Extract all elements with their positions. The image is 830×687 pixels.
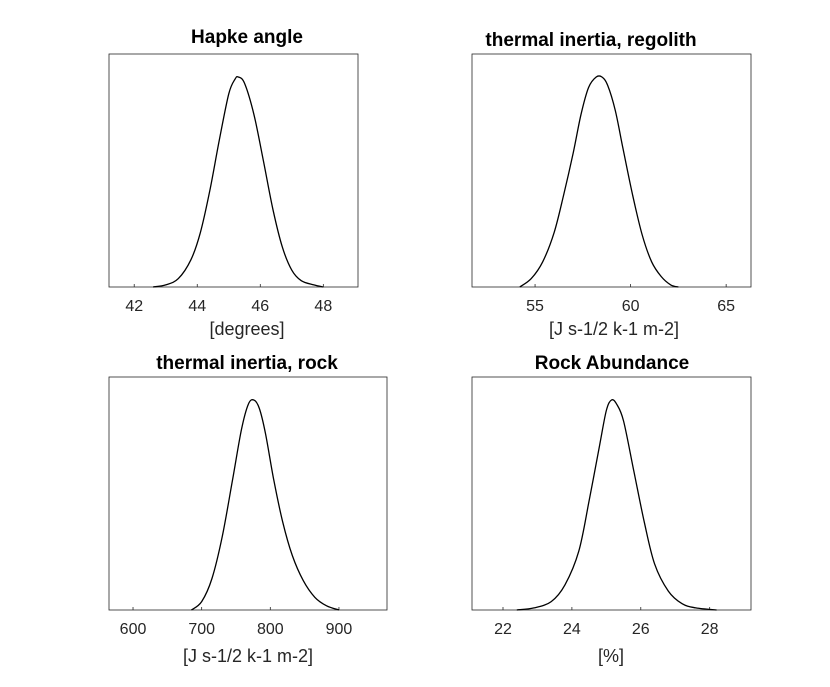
x-ticks: 55 60 65 <box>526 284 735 315</box>
x-axis-label: [J s-1/2 k-1 m-2] <box>183 646 313 666</box>
density-curve <box>153 75 324 288</box>
plot-frame <box>108 53 359 288</box>
x-tick-label: 60 <box>622 298 640 315</box>
panel-rock-abundance: Rock Abundance 22 24 26 28 [%] <box>471 353 752 666</box>
plot-frame <box>108 376 388 611</box>
plot-frame <box>471 376 752 611</box>
x-tick-label: 48 <box>314 298 332 315</box>
chart-title: thermal inertia, regolith <box>485 30 696 51</box>
panel-thermal-inertia-regolith: thermal inertia, regolith 55 60 65 [J s-1/… <box>471 30 752 339</box>
chart-title: Rock Abundance <box>535 353 690 374</box>
x-tick-label: 46 <box>251 298 269 315</box>
x-tick-label: 55 <box>526 298 544 315</box>
density-curve <box>190 399 340 611</box>
x-axis-label: [%] <box>598 646 624 666</box>
x-tick-label: 26 <box>632 621 650 638</box>
x-tick-label: 65 <box>717 298 735 315</box>
density-curve <box>519 75 679 288</box>
x-axis-label: [J s-1/2 k-1 m-2] <box>549 319 679 339</box>
density-curve <box>516 399 717 611</box>
x-tick-label: 700 <box>188 621 215 638</box>
chart-title: Hapke angle <box>191 27 303 48</box>
x-tick-label: 22 <box>494 621 512 638</box>
plot-frame <box>471 53 752 288</box>
x-ticks: 42 44 46 48 <box>125 284 332 315</box>
panel-thermal-inertia-rock: thermal inertia, rock 600 700 800 900 [J s-… <box>108 353 388 666</box>
x-tick-label: 24 <box>563 621 581 638</box>
x-tick-label: 44 <box>188 298 206 315</box>
x-ticks: 22 24 26 28 <box>494 607 719 638</box>
chart-title: thermal inertia, rock <box>156 353 338 374</box>
panel-hapke-angle: Hapke angle 42 44 46 48 [degrees] <box>108 27 359 339</box>
x-tick-label: 800 <box>257 621 284 638</box>
x-tick-label: 900 <box>326 621 353 638</box>
x-tick-label: 28 <box>701 621 719 638</box>
x-axis-label: [degrees] <box>209 319 284 339</box>
x-tick-label: 600 <box>120 621 147 638</box>
x-ticks: 600 700 800 900 <box>120 607 353 638</box>
x-tick-label: 42 <box>125 298 143 315</box>
